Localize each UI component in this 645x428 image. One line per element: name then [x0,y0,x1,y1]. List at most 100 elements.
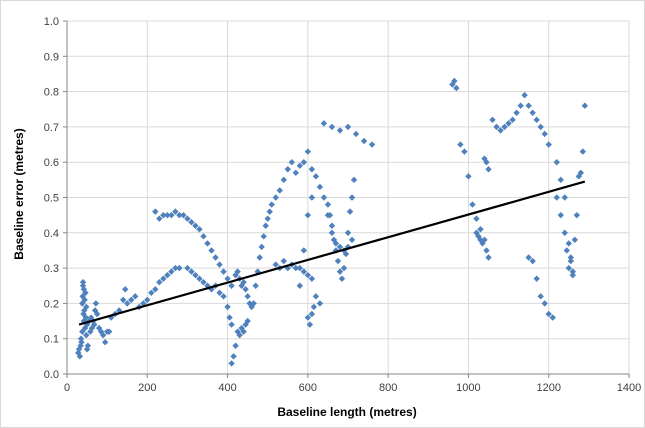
data-point [326,211,334,219]
data-point [344,229,352,236]
y-axis-title: Baseline error (metres) [12,128,26,259]
data-point [188,268,195,275]
data-point [124,300,131,307]
data-point [485,166,492,173]
data-point [180,211,187,219]
x-tick-label: 1000 [456,382,480,394]
data-point [83,346,91,353]
data-point [192,222,199,229]
data-point [240,279,247,286]
data-point [346,208,354,215]
data-point [81,296,88,304]
data-point [160,275,167,282]
data-point [208,286,215,293]
gridlines [67,20,630,374]
data-point [569,271,576,279]
data-point [545,141,552,148]
data-point [216,261,223,268]
data-point [577,169,585,176]
data-point [310,303,318,311]
data-point [242,286,249,293]
data-point [296,264,304,272]
data-point [144,296,151,304]
data-point [300,159,308,166]
y-tick-label: 0.2 [44,298,59,310]
data-point [320,194,328,201]
trendline [78,180,586,326]
data-point [453,84,460,92]
data-point [156,215,163,222]
data-point [336,243,344,251]
data-point [316,300,324,307]
data-point [232,342,239,349]
data-point [479,240,486,247]
data-point [262,222,269,229]
data-point [308,166,316,173]
data-point [244,293,251,300]
data-point [342,250,350,258]
y-tick-label: 0.4 [44,228,59,240]
data-point [122,286,129,293]
data-point [292,264,300,272]
data-point [226,314,233,321]
data-point [525,102,532,109]
x-tick-label: 1200 [536,382,560,394]
x-axis-title: Baseline length (metres) [277,405,416,419]
data-point [99,331,107,339]
data-point [192,271,199,279]
tick-labels: 0.0 0.1 0.2 0.3 0.4 0.5 0.6 0.7 0.8 0.9 1.0 0 200 400… [44,16,642,394]
data-point [132,293,139,300]
data-point [176,264,183,272]
data-point [268,201,275,208]
data-point [264,215,271,222]
data-point [91,321,98,328]
data-points [75,77,589,367]
data-point [533,116,540,124]
data-point [200,233,207,240]
data-point [306,321,314,328]
data-point [469,201,476,208]
data-point [304,314,312,321]
data-point [497,127,504,134]
data-point [300,247,308,254]
data-point [537,123,544,131]
data-point [517,102,524,109]
data-point [164,211,171,219]
data-point [340,264,348,272]
data-point [561,194,568,201]
data-point [541,300,548,307]
data-point [563,247,570,254]
data-point [148,289,155,297]
data-point [308,275,316,282]
data-point [312,173,320,180]
data-point [172,264,179,272]
y-tick-label: 0.6 [44,157,59,169]
data-point [304,211,312,219]
data-point [493,123,500,131]
data-point [280,176,287,184]
data-point [236,331,243,339]
data-point [93,310,101,318]
data-point [160,211,167,219]
data-point [230,353,237,360]
y-tick-label: 0.0 [44,369,59,381]
data-point [75,346,83,353]
data-point [457,141,464,148]
x-tick-label: 600 [299,382,317,394]
data-point [164,271,171,279]
data-point [505,120,512,127]
data-point [212,254,219,261]
data-point [272,194,279,201]
data-point [220,268,227,275]
data-point [288,159,295,166]
data-point [272,261,279,268]
data-point [304,271,312,279]
data-point [348,236,356,244]
data-point [256,254,263,261]
data-point [168,211,175,219]
data-point [224,303,231,311]
data-point [565,264,572,272]
data-point [581,102,589,109]
data-point [451,77,458,85]
